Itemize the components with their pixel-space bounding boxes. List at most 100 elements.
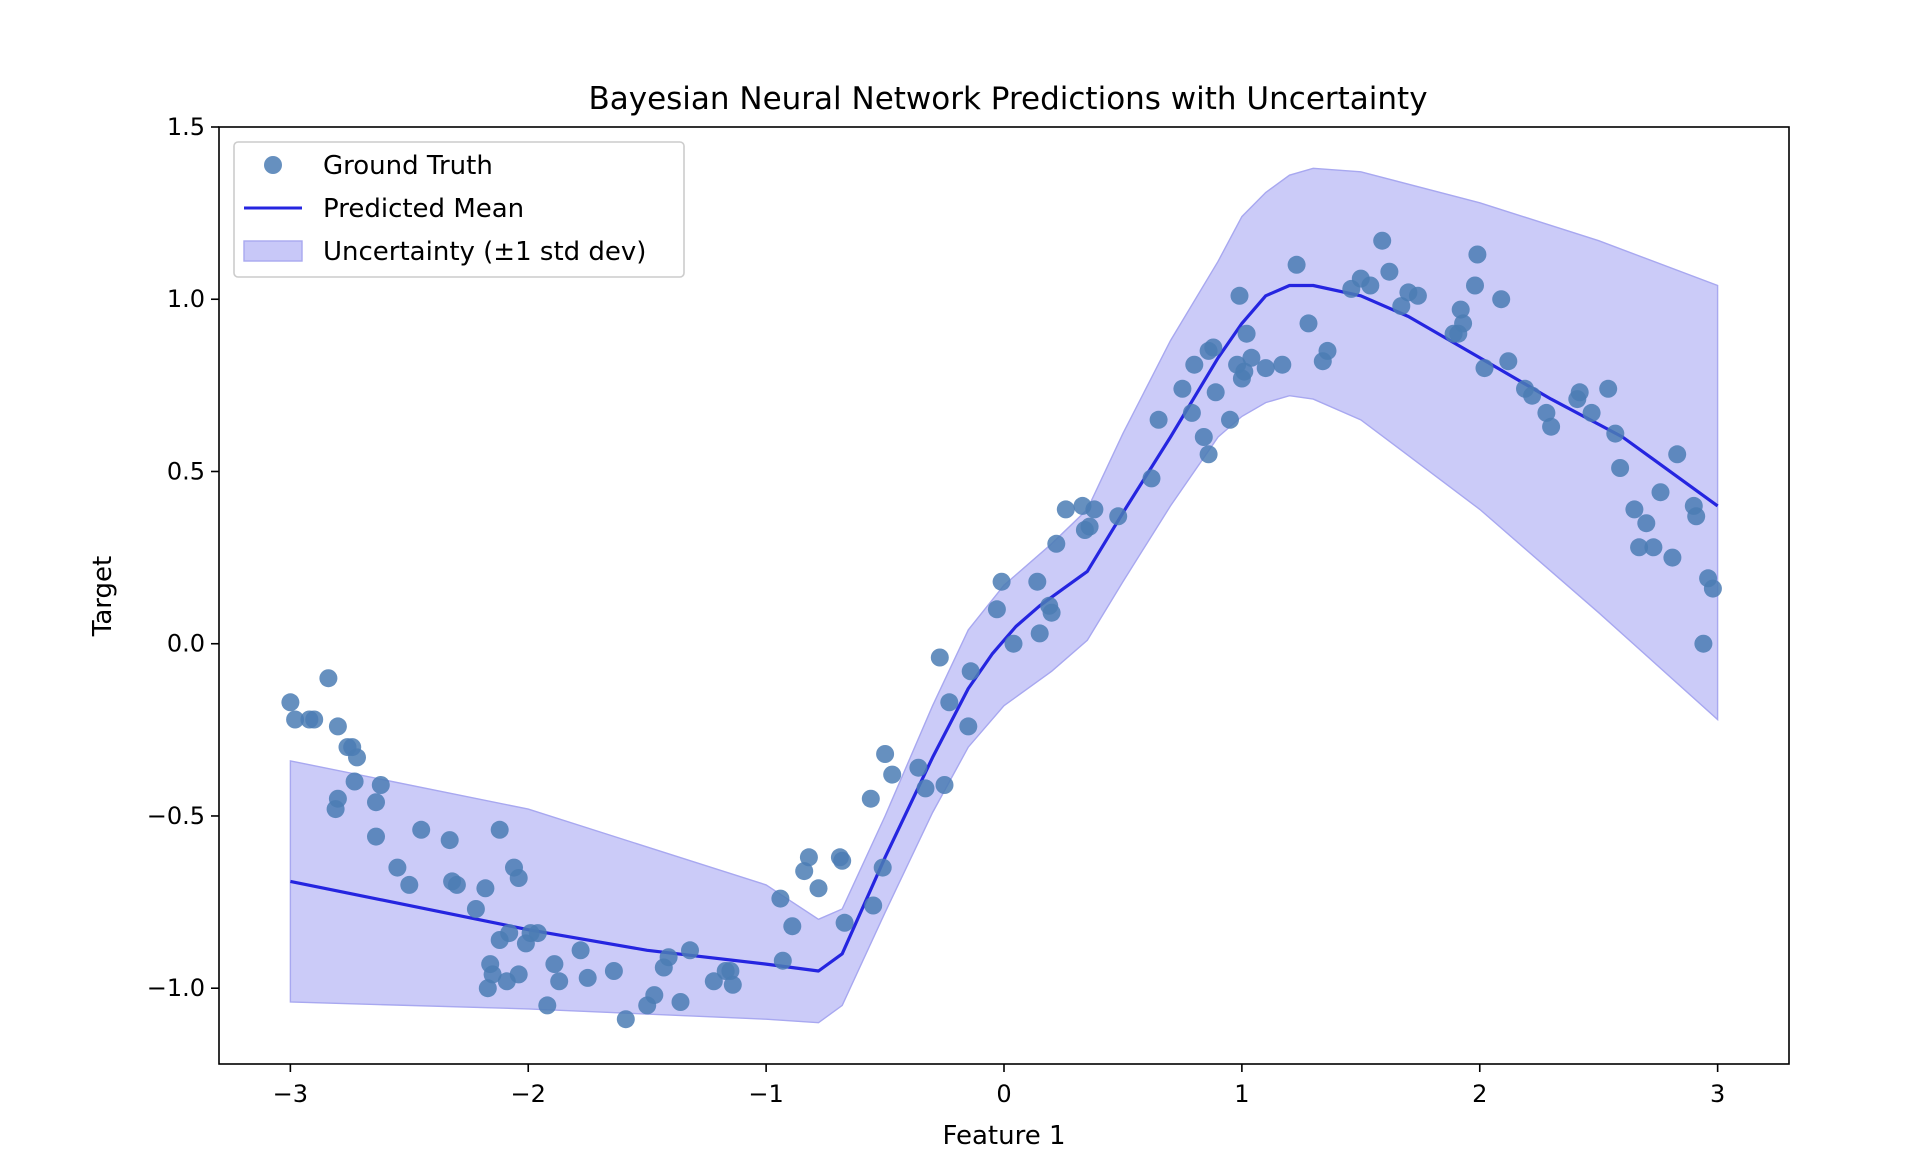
ground-truth-layer: [281, 231, 1722, 1029]
ground-truth-point: [1237, 324, 1256, 343]
ground-truth-point: [328, 717, 347, 736]
ground-truth-point: [326, 800, 345, 819]
ground-truth-point: [771, 889, 790, 908]
ground-truth-point: [440, 831, 459, 850]
y-axis-ticks: −1.0 −0.5 0.0 0.5 1.0 1.5: [147, 113, 219, 1002]
ground-truth-point: [1042, 603, 1061, 622]
ground-truth-point: [1611, 459, 1630, 477]
legend-box: [233, 141, 685, 278]
ground-truth-point: [645, 986, 664, 1005]
ground-truth-point: [476, 879, 495, 898]
x-axis-title: Feature 1: [942, 1121, 1065, 1151]
ground-truth-point: [1668, 445, 1687, 464]
ground-truth-point: [367, 827, 385, 846]
ground-truth-point: [1085, 500, 1104, 519]
y-axis-title: Target: [88, 556, 118, 637]
ground-truth-point: [1606, 424, 1625, 443]
legend-marker-ground-truth: [264, 156, 282, 174]
ground-truth-point: [1230, 286, 1249, 305]
ground-truth-point: [1004, 634, 1023, 653]
ground-truth-point: [483, 965, 502, 984]
ground-truth-point: [1499, 352, 1518, 371]
ground-truth-point: [1080, 517, 1099, 536]
legend-label-uncertainty: Uncertainty (±1 std dev): [323, 237, 646, 267]
ground-truth-point: [795, 862, 814, 881]
ground-truth-point: [1380, 262, 1399, 281]
ground-truth-point: [1570, 383, 1589, 402]
y-tick-label: 1.0: [167, 285, 205, 313]
ground-truth-point: [1694, 634, 1713, 653]
ground-truth-point: [783, 917, 802, 936]
ground-truth-point: [1109, 507, 1128, 526]
ground-truth-point: [466, 900, 485, 918]
ground-truth-point: [348, 748, 366, 767]
y-tick-label: 1.5: [167, 113, 205, 141]
ground-truth-point: [286, 710, 305, 729]
ground-truth-point: [1028, 572, 1047, 591]
ground-truth-point: [1287, 255, 1306, 274]
ground-truth-point: [935, 776, 954, 794]
ground-truth-point: [799, 848, 818, 867]
ground-truth-point: [833, 851, 852, 870]
ground-truth-point: [1142, 469, 1161, 488]
x-axis-ticks: −3 −2 −1 0 1 2 3: [273, 1064, 1725, 1108]
ground-truth-point: [876, 745, 895, 763]
ground-truth-point: [388, 858, 407, 877]
x-tick-label: −1: [748, 1080, 783, 1108]
ground-truth-point: [1703, 579, 1722, 598]
ground-truth-point: [550, 972, 569, 991]
ground-truth-point: [883, 765, 902, 784]
legend: Ground Truth Predicted Mean Uncertainty …: [233, 141, 685, 278]
ground-truth-point: [1651, 483, 1670, 502]
ground-truth-point: [909, 758, 928, 777]
legend-label-ground-truth: Ground Truth: [323, 151, 493, 181]
ground-truth-point: [704, 972, 723, 991]
ground-truth-point: [1256, 359, 1275, 378]
ground-truth-point: [721, 962, 740, 980]
x-tick-label: 0: [996, 1080, 1011, 1108]
ground-truth-point: [1392, 297, 1411, 316]
ground-truth-point: [809, 879, 828, 898]
x-tick-label: −3: [273, 1080, 308, 1108]
ground-truth-point: [478, 979, 497, 998]
ground-truth-point: [500, 924, 519, 943]
ground-truth-point: [916, 779, 935, 798]
ground-truth-point: [1182, 403, 1201, 422]
ground-truth-point: [509, 869, 528, 887]
x-tick-label: 2: [1472, 1080, 1487, 1108]
ground-truth-point: [835, 913, 854, 932]
ground-truth-point: [1468, 245, 1487, 264]
ground-truth-point: [319, 669, 338, 688]
ground-truth-point: [1663, 548, 1682, 567]
ground-truth-point: [1056, 500, 1075, 519]
ground-truth-point: [723, 975, 742, 994]
ground-truth-point: [930, 648, 949, 667]
ground-truth-point: [1599, 379, 1618, 398]
ground-truth-point: [1466, 276, 1484, 295]
ground-truth-point: [1194, 428, 1213, 446]
ground-truth-point: [1687, 507, 1706, 526]
ground-truth-point: [1454, 314, 1473, 333]
ground-truth-point: [1373, 231, 1392, 250]
ground-truth-point: [1630, 538, 1649, 557]
ground-truth-point: [367, 793, 385, 812]
ground-truth-point: [1149, 410, 1168, 429]
ground-truth-point: [992, 572, 1011, 591]
x-tick-label: 3: [1710, 1080, 1725, 1108]
legend-marker-uncertainty: [243, 240, 303, 262]
ground-truth-point: [1318, 341, 1337, 360]
ground-truth-point: [1625, 500, 1644, 519]
y-tick-label: −0.5: [147, 802, 205, 830]
ground-truth-point: [371, 776, 390, 794]
ground-truth-point: [412, 820, 431, 839]
ground-truth-point: [773, 951, 792, 970]
ground-truth-point: [1644, 538, 1663, 557]
ground-truth-point: [681, 941, 699, 960]
ground-truth-point: [1030, 624, 1049, 643]
ground-truth-point: [1273, 355, 1292, 374]
ground-truth-point: [1582, 403, 1601, 422]
ground-truth-point: [940, 693, 959, 712]
predicted-mean-line: [290, 283, 1719, 973]
ground-truth-point: [1173, 379, 1192, 398]
